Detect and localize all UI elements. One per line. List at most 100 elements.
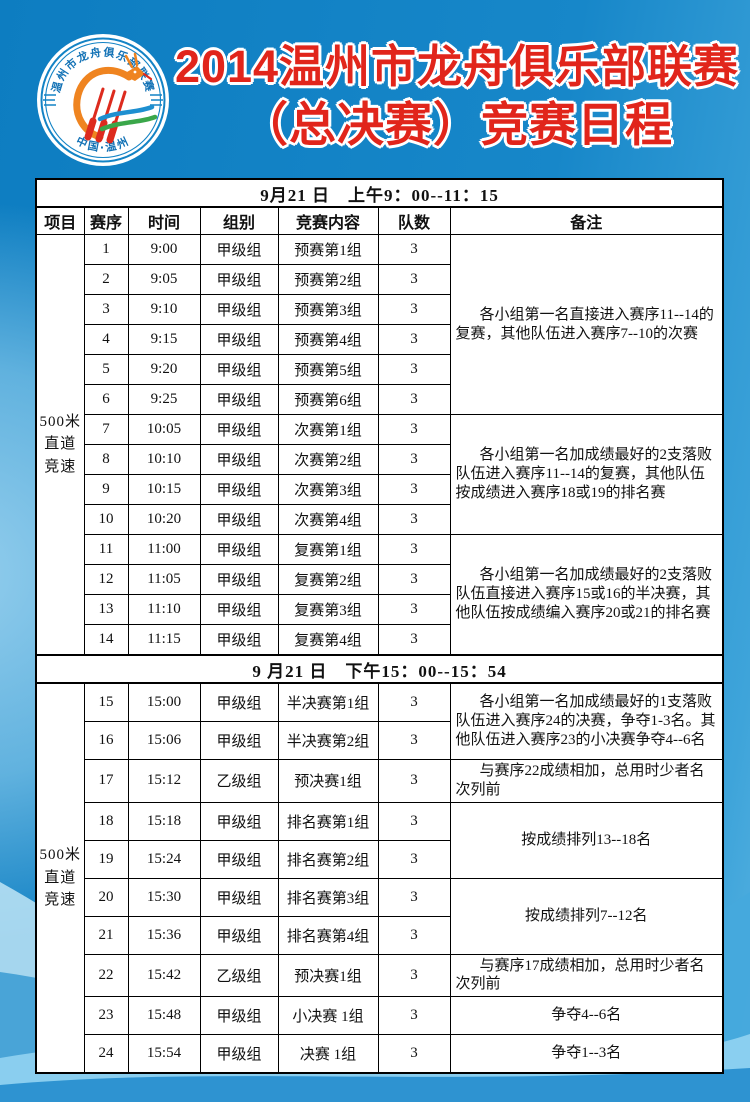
seq-cell: 23 (83, 996, 129, 1035)
time-cell: 10:15 (127, 474, 201, 505)
teams-cell: 3 (377, 564, 451, 595)
group-cell: 乙级组 (199, 953, 279, 997)
club-logo: 温州市龙舟俱乐部联赛 中国·温州 (37, 34, 169, 166)
content-cell: 排名赛第1组 (277, 801, 379, 841)
table-row: 21 15:36 甲级组 排名赛第4组 3 (36, 915, 723, 955)
time-cell: 9:00 (127, 234, 201, 265)
seq-cell: 14 (83, 624, 129, 656)
time-cell: 11:10 (127, 594, 201, 625)
table-row: 19 15:24 甲级组 排名赛第2组 3 (36, 839, 723, 879)
seq-cell: 5 (83, 354, 129, 385)
time-cell: 15:36 (127, 915, 201, 955)
session-title: 9 月21 日 下午15：00--15：54 (35, 654, 724, 684)
table-row: 18 15:18 甲级组 排名赛第1组 3 按成绩排列13--18名 (36, 801, 724, 879)
title-line-1: 2014温州市龙舟俱乐部联赛 (174, 41, 740, 92)
time-cell: 9:25 (127, 384, 201, 415)
table-row: 7 10:05 甲级组 次赛第1组 3 各小组第一名加成绩最好的2支落败队伍进入赛序11-… (36, 414, 724, 535)
group-cell: 甲级组 (199, 534, 279, 565)
time-cell: 11:05 (127, 564, 201, 595)
group-cell: 甲级组 (199, 839, 279, 879)
time-cell: 15:06 (127, 721, 201, 760)
table-row: 500米 直道 竞速 15 15:00 甲级组 半决赛第1组 3 各小组第一名加成绩最好的1支落… (35, 682, 724, 1074)
group-cell: 甲级组 (199, 414, 279, 445)
teams-cell: 3 (377, 234, 451, 265)
time-cell: 15:48 (127, 996, 201, 1035)
teams-cell: 3 (377, 294, 451, 325)
content-cell: 预赛第4组 (277, 324, 379, 355)
content-cell: 复赛第1组 (277, 534, 379, 565)
time-cell: 9:20 (127, 354, 201, 385)
teams-cell: 3 (377, 1034, 451, 1074)
event-name: 500米 直道 竞速 (35, 234, 85, 656)
col-header-5: 队数 (377, 206, 451, 235)
time-cell: 9:15 (127, 324, 201, 355)
group-cell: 甲级组 (199, 324, 279, 355)
time-cell: 10:10 (127, 444, 201, 475)
seq-cell: 3 (83, 294, 129, 325)
table-row: 23 15:48 甲级组 小决赛 1组 3 争夺4--6名 (36, 996, 724, 1035)
group-cell: 甲级组 (199, 504, 279, 535)
waves-icon (97, 104, 158, 132)
remark-cell: 各小组第一名加成绩最好的1支落败队伍进入赛序24的决赛，争夺1-3名。其他队伍进… (449, 682, 724, 760)
remark-cell: 争夺4--6名 (449, 996, 724, 1035)
seq-cell: 13 (83, 594, 129, 625)
teams-cell: 3 (377, 996, 451, 1035)
col-header-4: 竞赛内容 (277, 206, 379, 235)
remark-cell: 各小组第一名直接进入赛序11--14的复赛，其他队伍进入赛序7--10的次赛 (449, 234, 724, 415)
table-row: 24 15:54 甲级组 决赛 1组 3 争夺1--3名 (36, 1034, 724, 1074)
teams-cell: 3 (377, 759, 451, 803)
seq-cell: 10 (83, 504, 129, 535)
teams-cell: 3 (377, 624, 451, 656)
group-cell: 甲级组 (199, 444, 279, 475)
time-cell: 10:20 (127, 504, 201, 535)
group-cell: 甲级组 (199, 877, 279, 917)
time-cell: 15:18 (127, 801, 201, 841)
table-row: 13 11:10 甲级组 复赛第3组 3 (36, 594, 723, 625)
time-cell: 10:05 (127, 414, 201, 445)
content-cell: 复赛第3组 (277, 594, 379, 625)
content-cell: 次赛第1组 (277, 414, 379, 445)
seq-cell: 8 (83, 444, 129, 475)
session-header-row: 9月21 日 上午9：00--11：15 (35, 178, 724, 208)
seq-cell: 15 (83, 682, 129, 722)
content-cell: 次赛第4组 (277, 504, 379, 535)
seq-cell: 16 (83, 721, 129, 760)
teams-cell: 3 (377, 801, 451, 841)
table-row: 2 9:05 甲级组 预赛第2组 3 (36, 264, 723, 295)
table-row: 10 10:20 甲级组 次赛第4组 3 (36, 504, 723, 535)
table-row: 500米 直道 竞速 1 9:00 甲级组 预赛第1组 3 各小组第一名直接进入赛序11--14… (35, 234, 724, 656)
time-cell: 9:05 (127, 264, 201, 295)
time-cell: 15:54 (127, 1034, 201, 1074)
seq-cell: 21 (83, 915, 129, 955)
content-cell: 预决赛1组 (277, 759, 379, 803)
time-cell: 11:00 (127, 534, 201, 565)
time-cell: 9:10 (127, 294, 201, 325)
teams-cell: 3 (377, 264, 451, 295)
content-cell: 半决赛第1组 (277, 682, 379, 722)
seq-cell: 22 (83, 953, 129, 997)
group-cell: 甲级组 (199, 594, 279, 625)
teams-cell: 3 (377, 504, 451, 535)
content-cell: 预赛第5组 (277, 354, 379, 385)
teams-cell: 3 (377, 414, 451, 445)
content-cell: 次赛第2组 (277, 444, 379, 475)
time-cell: 15:12 (127, 759, 201, 803)
table-row: 11 11:00 甲级组 复赛第1组 3 各小组第一名加成绩最好的2支落败队伍直接进入赛序… (36, 534, 724, 656)
content-cell: 预赛第1组 (277, 234, 379, 265)
seq-cell: 9 (83, 474, 129, 505)
content-cell: 复赛第2组 (277, 564, 379, 595)
group-cell: 甲级组 (199, 721, 279, 760)
remark-cell: 各小组第一名加成绩最好的2支落败队伍进入赛序11--14的复赛，其他队伍按成绩进… (449, 414, 724, 535)
seq-cell: 19 (83, 839, 129, 879)
group-cell: 甲级组 (199, 294, 279, 325)
col-header-3: 组别 (199, 206, 279, 235)
seq-cell: 4 (83, 324, 129, 355)
teams-cell: 3 (377, 324, 451, 355)
teams-cell: 3 (377, 915, 451, 955)
seq-cell: 17 (83, 759, 129, 803)
content-cell: 小决赛 1组 (277, 996, 379, 1035)
content-cell: 排名赛第3组 (277, 877, 379, 917)
group-cell: 甲级组 (199, 264, 279, 295)
teams-cell: 3 (377, 682, 451, 722)
seq-cell: 6 (83, 384, 129, 415)
